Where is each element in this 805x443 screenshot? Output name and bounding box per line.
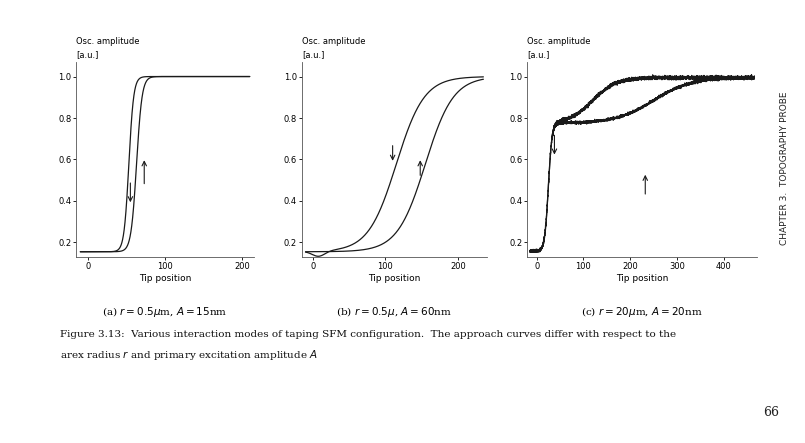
Text: Figure 3.13:  Various interaction modes of taping SFM configuration.  The approa: Figure 3.13: Various interaction modes o… (60, 330, 676, 339)
Text: [a.u.]: [a.u.] (76, 51, 99, 59)
Text: (b) $r = 0.5\mu$, $A = 60$nm: (b) $r = 0.5\mu$, $A = 60$nm (336, 305, 452, 319)
X-axis label: Tip position: Tip position (368, 274, 421, 283)
Text: (a) $r = 0.5\mu$m, $A = 15$nm: (a) $r = 0.5\mu$m, $A = 15$nm (102, 305, 228, 319)
Text: [a.u.]: [a.u.] (527, 51, 550, 59)
X-axis label: Tip position: Tip position (616, 274, 668, 283)
Text: [a.u.]: [a.u.] (302, 51, 324, 59)
Text: Osc. amplitude: Osc. amplitude (76, 37, 140, 46)
Text: (c) $r = 20\mu$m, $A = 20$nm: (c) $r = 20\mu$m, $A = 20$nm (581, 305, 703, 319)
Text: Osc. amplitude: Osc. amplitude (527, 37, 591, 46)
X-axis label: Tip position: Tip position (138, 274, 192, 283)
Text: CHAPTER 3.  TOPOGRAPHY PROBE: CHAPTER 3. TOPOGRAPHY PROBE (779, 92, 789, 245)
Text: Osc. amplitude: Osc. amplitude (302, 37, 365, 46)
Text: arex radius $r$ and primary excitation amplitude $A$: arex radius $r$ and primary excitation a… (60, 348, 319, 362)
Text: 66: 66 (763, 406, 779, 419)
